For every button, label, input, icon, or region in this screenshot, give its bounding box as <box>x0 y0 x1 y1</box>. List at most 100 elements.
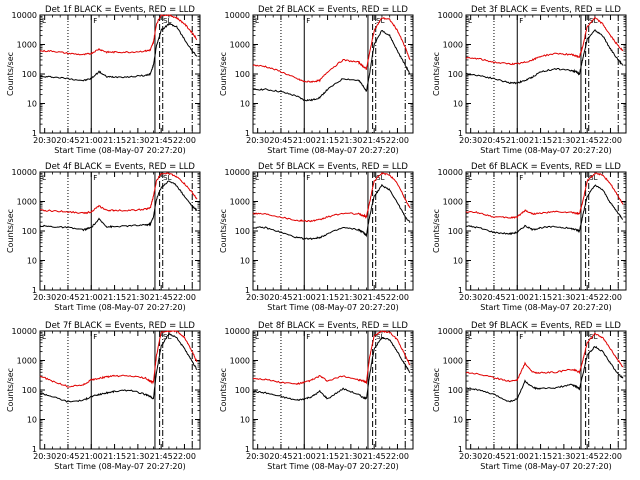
x-tick-label: 21:15 <box>103 452 126 461</box>
x-tick-label: 21:45 <box>363 136 386 145</box>
y-tick-label: 1000 <box>17 357 37 366</box>
y-tick-label: 10000 <box>225 327 250 336</box>
x-tick-label: 21:15 <box>103 293 126 302</box>
y-tick-label: 1 <box>245 445 250 454</box>
x-tick-label: 20:30 <box>459 452 482 461</box>
marker-label: SL <box>163 174 171 182</box>
x-axis-label: Start Time (08-May-07 20:27:20) <box>267 462 398 471</box>
x-tick-label: 21:45 <box>363 293 386 302</box>
y-axis-label: Counts/sec <box>432 368 441 412</box>
panel-title: Det 6f BLACK = Events, RED = LLD <box>471 162 621 172</box>
y-tick-label: 10000 <box>12 327 37 336</box>
marker-label: SL <box>376 333 384 341</box>
y-tick-label: 100 <box>448 70 463 79</box>
marker-label: L <box>468 333 472 341</box>
x-tick-label: 20:45 <box>269 293 292 302</box>
x-tick-label: 21:00 <box>506 293 529 302</box>
x-tick-label: 20:30 <box>459 293 482 302</box>
x-tick-label: 22:00 <box>599 452 622 461</box>
x-tick-label: 20:45 <box>269 136 292 145</box>
y-tick-label: 10000 <box>438 168 463 177</box>
marker-label: SL <box>376 174 384 182</box>
x-tick-label: 21:15 <box>316 293 339 302</box>
x-tick-label: 20:45 <box>482 293 505 302</box>
x-tick-label: 21:15 <box>529 452 552 461</box>
panel-title: Det 5f BLACK = Events, RED = LLD <box>258 162 408 172</box>
x-tick-label: 22:00 <box>386 293 409 302</box>
marker-label: F <box>93 333 97 341</box>
lld-series-line <box>466 332 624 383</box>
x-tick-label: 20:45 <box>56 136 79 145</box>
y-axis-label: Counts/sec <box>219 368 228 412</box>
y-tick-label: 10 <box>240 416 250 425</box>
events-series-line <box>39 180 197 232</box>
y-tick-label: 100 <box>235 386 250 395</box>
y-tick-label: 100 <box>448 386 463 395</box>
lld-series-line <box>39 330 198 388</box>
panel-title: Det 7f BLACK = Events, RED = LLD <box>45 321 195 331</box>
x-tick-label: 22:00 <box>173 452 196 461</box>
x-axis-label: Start Time (08-May-07 20:27:20) <box>54 303 185 312</box>
y-tick-label: 10000 <box>12 11 37 20</box>
x-tick-label: 20:30 <box>246 136 269 145</box>
y-axis-label: Counts/sec <box>219 52 228 96</box>
plot-frame <box>465 330 627 450</box>
panel-det-3: Det 3f BLACK = Events, RED = LLD 1 10 100 10… <box>432 5 627 155</box>
x-tick-label: 21:30 <box>126 293 149 302</box>
y-tick-label: 10 <box>453 257 463 266</box>
panel-title: Det 8f BLACK = Events, RED = LLD <box>258 321 408 331</box>
x-tick-label: 22:00 <box>599 136 622 145</box>
x-tick-label: 20:30 <box>33 136 56 145</box>
plot-frame <box>252 14 414 134</box>
x-tick-label: 22:00 <box>386 452 409 461</box>
events-series-line <box>39 331 197 403</box>
x-tick-label: 20:45 <box>482 452 505 461</box>
x-tick-label: 20:30 <box>33 452 56 461</box>
marker-label: L <box>468 17 472 25</box>
y-axis-label: Counts/sec <box>6 52 15 96</box>
x-tick-label: 21:45 <box>576 452 599 461</box>
x-tick-label: 21:30 <box>552 293 575 302</box>
lld-series-line <box>252 16 411 84</box>
plot-frame <box>465 14 627 134</box>
x-tick-label: 20:30 <box>246 452 269 461</box>
x-tick-label: 21:00 <box>506 452 529 461</box>
lld-series-line <box>465 172 624 219</box>
x-tick-label: 20:30 <box>459 136 482 145</box>
marker-label: L <box>255 333 259 341</box>
events-series-line <box>465 345 624 403</box>
lld-series-line <box>39 14 198 56</box>
x-axis-label: Start Time (08-May-07 20:27:20) <box>267 146 398 155</box>
y-tick-label: 100 <box>235 70 250 79</box>
y-tick-label: 1 <box>245 129 250 138</box>
y-axis-label: Counts/sec <box>6 209 15 253</box>
lld-series-line <box>252 330 411 385</box>
y-tick-label: 100 <box>235 227 250 236</box>
marker-label: L <box>42 174 46 182</box>
x-tick-label: 22:00 <box>386 136 409 145</box>
marker-label: F <box>306 17 310 25</box>
marker-label: L <box>255 174 259 182</box>
x-axis-label: Start Time (08-May-07 20:27:20) <box>480 303 611 312</box>
x-tick-label: 21:30 <box>552 452 575 461</box>
y-tick-label: 1000 <box>443 357 463 366</box>
marker-label: F <box>306 333 310 341</box>
x-tick-label: 20:30 <box>33 293 56 302</box>
y-tick-label: 1 <box>458 286 463 295</box>
y-tick-label: 100 <box>22 70 37 79</box>
x-tick-label: 21:30 <box>126 452 149 461</box>
y-tick-label: 100 <box>22 227 37 236</box>
y-tick-label: 10000 <box>12 168 37 177</box>
events-series-line <box>39 22 198 82</box>
x-tick-label: 21:30 <box>126 136 149 145</box>
y-tick-label: 10000 <box>438 11 463 20</box>
marker-label: F <box>306 174 310 182</box>
marker-label: F <box>93 17 97 25</box>
x-tick-label: 21:00 <box>506 136 529 145</box>
x-tick-label: 21:15 <box>529 293 552 302</box>
x-tick-label: 22:00 <box>599 293 622 302</box>
x-tick-label: 20:45 <box>269 452 292 461</box>
panel-det-7: Det 7f BLACK = Events, RED = LLD 1 10 100 10… <box>6 321 201 471</box>
x-tick-label: 20:45 <box>482 136 505 145</box>
x-tick-label: 22:00 <box>173 293 196 302</box>
